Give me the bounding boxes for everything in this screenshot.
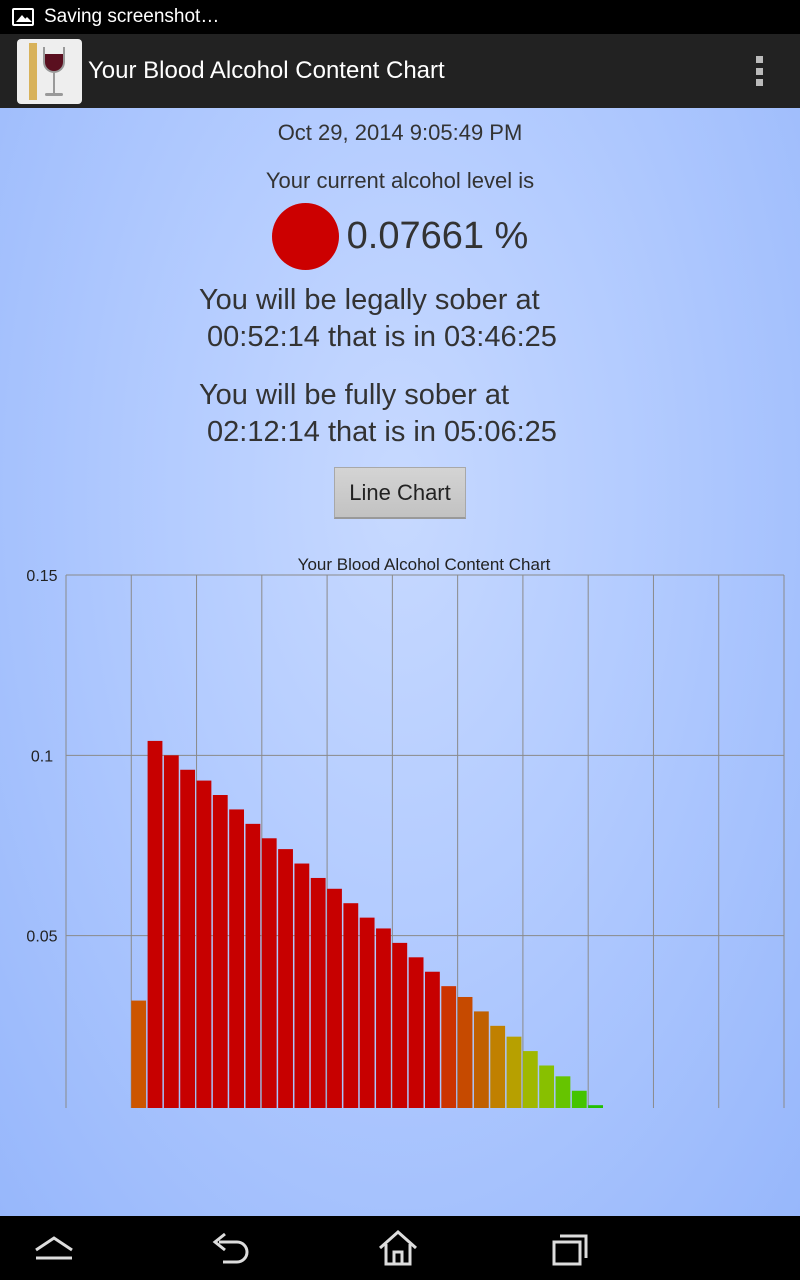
bac-bar [408,957,424,1108]
bac-bar [539,1065,555,1108]
bac-bar [310,877,326,1108]
bac-bar [294,863,310,1108]
current-datetime: Oct 29, 2014 9:05:49 PM [277,120,523,145]
bac-bar [490,1025,506,1108]
bac-bar [588,1105,603,1108]
bac-bar-chart: Your Blood Alcohol Content Chart 00.050.… [26,555,785,1108]
nav-back-icon[interactable] [207,1228,251,1268]
bac-bar [196,780,212,1108]
collapse-icon[interactable] [32,1228,76,1268]
bac-bar [147,740,163,1108]
recent-apps-icon[interactable] [548,1228,592,1268]
bac-bar [473,1011,489,1108]
bac-bar [441,986,457,1108]
line-chart-button[interactable]: Line Chart [334,467,466,519]
chart-title: Your Blood Alcohol Content Chart [298,555,551,574]
bac-bar [131,1000,147,1108]
level-row: 0.07661 % [0,202,800,270]
alcohol-level-value: 0.07661 % [346,214,529,257]
level-indicator-icon [271,202,339,270]
action-bar: Your Blood Alcohol Content Chart [0,34,800,108]
app-icon[interactable] [17,38,82,104]
y-tick-label: 0.15 [26,568,57,585]
bac-bar [425,971,440,1108]
bac-bar [392,942,408,1108]
bac-bar [278,849,293,1108]
picture-icon [12,8,34,26]
current-level-label: Your current alcohol level is [265,168,535,193]
bac-bar [343,903,359,1108]
navigation-bar [0,1216,800,1280]
legally-sober-label: You will be legally sober at [199,284,540,316]
overflow-menu-icon[interactable] [756,56,764,86]
bac-bar [555,1076,571,1108]
fully-sober-label: You will be fully sober at [199,379,510,411]
status-bar: Saving screenshot… [0,0,800,34]
bac-bar [359,917,375,1108]
bac-bar [245,823,261,1108]
legally-sober-time: 00:52:14 that is in 03:46:25 [207,321,557,353]
home-icon[interactable] [376,1228,420,1268]
y-tick-label: 0.05 [26,929,57,946]
status-text: Saving screenshot… [44,6,220,27]
bac-bar [212,795,228,1108]
bac-bar [180,769,196,1108]
bac-bar [261,838,277,1108]
action-bar-title: Your Blood Alcohol Content Chart [88,57,445,84]
bac-bar [522,1051,538,1108]
bac-bar [457,996,473,1108]
main-content: Oct 29, 2014 9:05:49 PM Your current alc… [0,108,800,1216]
fully-sober-time: 02:12:14 that is in 05:06:25 [207,416,557,448]
bac-bar [376,928,391,1108]
bac-bar [163,755,179,1108]
bac-bar [229,809,244,1108]
y-tick-label: 0.1 [31,748,53,765]
bac-bar [506,1036,522,1108]
bac-bar [327,888,342,1108]
bac-bar [571,1090,587,1108]
